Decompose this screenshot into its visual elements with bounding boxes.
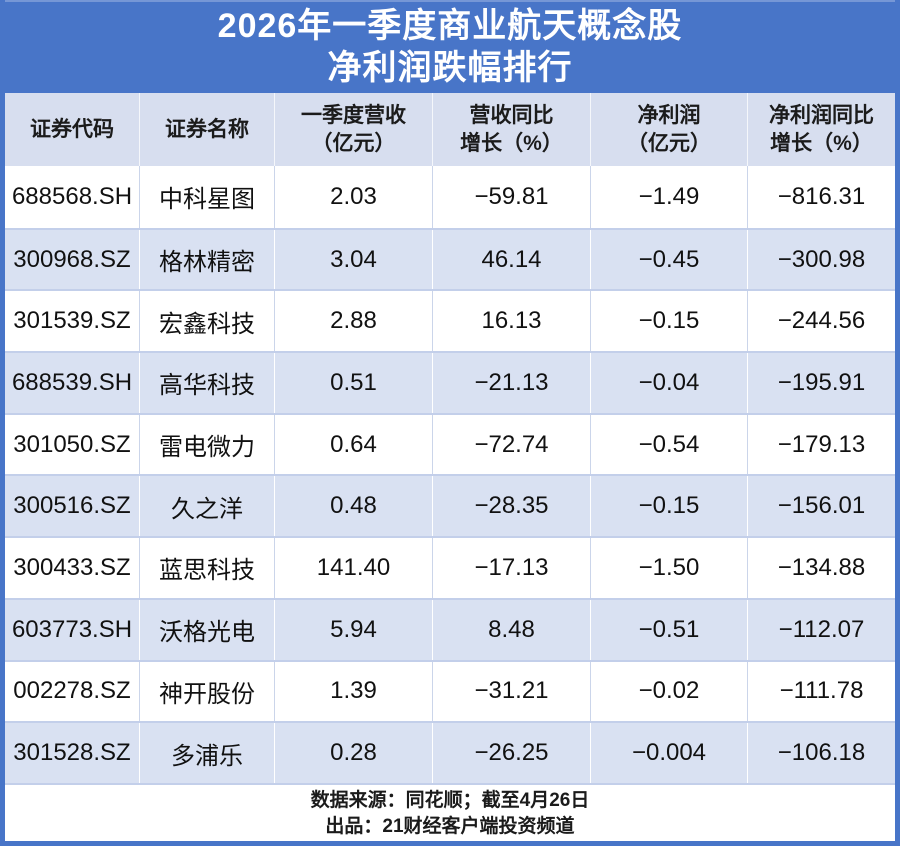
table-body: 688568.SH 中科星图 2.03 −59.81 −1.49 −816.31… [5,166,895,783]
column-header-line2: 增长（%） [460,131,563,155]
cell-net-profit: −0.004 [591,723,748,783]
column-header-line1: 一季度营收 [301,103,406,127]
column-header-line2: 增长（%） [770,131,873,155]
cell-net-profit-yoy: −156.01 [777,492,866,520]
column-header-net_profit_yoy: 净利润同比 增长（%） [748,93,895,166]
column-header-stock_code: 证券代码 [5,93,140,166]
table-row: 300516.SZ 久之洋 0.48 −28.35 −0.15 −156.01 [5,474,895,537]
column-header-revenue_yoy: 营收同比 增长（%） [433,93,591,166]
cell-revenue-yoy: −28.35 [433,476,591,537]
cell-stock-code: 603773.SH [5,599,140,660]
cell-stock-code: 002278.SZ [5,661,140,722]
cell-stock-code: 300968.SZ [5,229,140,290]
cell-stock-code: 301528.SZ [5,723,140,783]
column-header-line2: （亿元） [311,131,396,155]
table-row: 301050.SZ 雷电微力 0.64 −72.74 −0.54 −179.13 [5,412,895,475]
column-header-line2: （亿元） [627,131,711,155]
cell-net-profit-yoy: −816.31 [777,182,866,210]
data-source-note: 数据来源：同花顺；截至4月26日 [310,789,590,811]
cell-q1-revenue: 5.94 [275,599,433,660]
cell-revenue-yoy: 16.13 [433,291,591,352]
cell-stock-name: 神开股份 [140,661,275,722]
table-row: 603773.SH 沃格光电 5.94 8.48 −0.51 −112.07 [5,597,895,660]
producer-note: 出品：21财经客户端投资频道 [325,815,575,837]
cell-stock-name: 蓝思科技 [140,538,275,598]
cell-net-profit: −0.02 [591,661,748,722]
table-row: 002278.SZ 神开股份 1.39 −31.21 −0.02 −111.78 [5,659,895,722]
column-header-stock_name: 证券名称 [140,93,275,166]
column-header-line1: 净利润 [637,103,701,127]
cell-q1-revenue: 0.51 [275,353,433,413]
cell-net-profit-yoy: −134.88 [777,553,866,581]
cell-net-profit-yoy: −300.98 [777,245,866,273]
cell-net-profit: −1.50 [591,538,748,598]
table-row: 300433.SZ 蓝思科技 141.40 −17.13 −1.50 −134.… [5,536,895,598]
column-header-net_profit: 净利润 （亿元） [591,93,748,166]
cell-net-profit: −0.15 [591,291,748,352]
cell-net-profit: −0.15 [591,476,748,537]
cell-net-profit-yoy: −179.13 [777,430,866,458]
cell-q1-revenue: 3.04 [275,229,433,290]
cell-net-profit-yoy: −195.91 [777,368,866,396]
page-title: 2026年一季度商业航天概念股 净利润跌幅排行 [5,0,895,93]
column-header-q1_revenue: 一季度营收 （亿元） [275,93,433,166]
cell-revenue-yoy: 8.48 [433,599,591,660]
page-title-line1: 2026年一季度商业航天概念股 [217,7,683,45]
cell-net-profit: −0.51 [591,599,748,660]
cell-net-profit-yoy: −106.18 [777,739,866,767]
table-row: 301539.SZ 宏鑫科技 2.88 16.13 −0.15 −244.56 [5,289,895,352]
cell-stock-code: 688539.SH [5,353,140,413]
cell-q1-revenue: 0.48 [275,476,433,537]
cell-net-profit: −0.04 [591,353,748,413]
column-header-line1: 营收同比 [469,103,554,127]
cell-q1-revenue: 1.39 [275,661,433,722]
table-header-row: 证券代码 证券名称 一季度营收 （亿元） 营收同比 增长（%） 净利润 （亿元）… [5,93,895,166]
cell-stock-name: 宏鑫科技 [140,291,275,352]
cell-q1-revenue: 0.28 [275,723,433,783]
cell-stock-code: 301539.SZ [5,291,140,352]
cell-q1-revenue: 141.40 [275,538,433,598]
cell-q1-revenue: 0.64 [275,414,433,475]
cell-net-profit-yoy: −112.07 [778,615,865,643]
footer-note: 数据来源：同花顺；截至4月26日 出品：21财经客户端投资频道 [5,782,895,841]
cell-stock-code: 688568.SH [5,166,140,228]
cell-net-profit: −0.45 [591,229,748,290]
cell-revenue-yoy: −72.74 [433,414,591,475]
cell-stock-code: 300516.SZ [5,476,140,537]
cell-stock-name: 中科星图 [140,166,275,228]
cell-net-profit: −1.49 [591,166,748,228]
cell-stock-code: 301050.SZ [5,414,140,475]
table-row: 688568.SH 中科星图 2.03 −59.81 −1.49 −816.31 [5,166,895,228]
cell-revenue-yoy: −26.25 [433,723,591,783]
page-title-line2: 净利润跌幅排行 [327,49,573,87]
cell-revenue-yoy: −17.13 [433,538,591,598]
cell-revenue-yoy: 46.14 [433,229,591,290]
cell-revenue-yoy: −21.13 [433,353,591,413]
cell-stock-name: 格林精密 [140,229,275,290]
cell-stock-name: 多浦乐 [140,723,275,783]
cell-stock-name: 高华科技 [140,353,275,413]
table-row: 688539.SH 高华科技 0.51 −21.13 −0.04 −195.91 [5,351,895,413]
column-header-line1: 净利润同比 [769,103,874,127]
cell-net-profit-yoy: −244.56 [777,307,866,335]
cell-q1-revenue: 2.88 [275,291,433,352]
cell-revenue-yoy: −31.21 [433,661,591,722]
table-row: 300968.SZ 格林精密 3.04 46.14 −0.45 −300.98 [5,227,895,290]
cell-stock-name: 沃格光电 [140,599,275,660]
cell-q1-revenue: 2.03 [275,166,433,228]
table-row: 301528.SZ 多浦乐 0.28 −26.25 −0.004 −106.18 [5,721,895,783]
cell-stock-name: 久之洋 [140,476,275,537]
column-header-line1: 证券代码 [30,117,114,141]
cell-net-profit-yoy: −111.78 [779,677,864,705]
cell-stock-code: 300433.SZ [5,538,140,598]
cell-stock-name: 雷电微力 [140,414,275,475]
cell-net-profit: −0.54 [591,414,748,475]
column-header-line1: 证券名称 [165,117,249,141]
cell-revenue-yoy: −59.81 [433,166,591,228]
